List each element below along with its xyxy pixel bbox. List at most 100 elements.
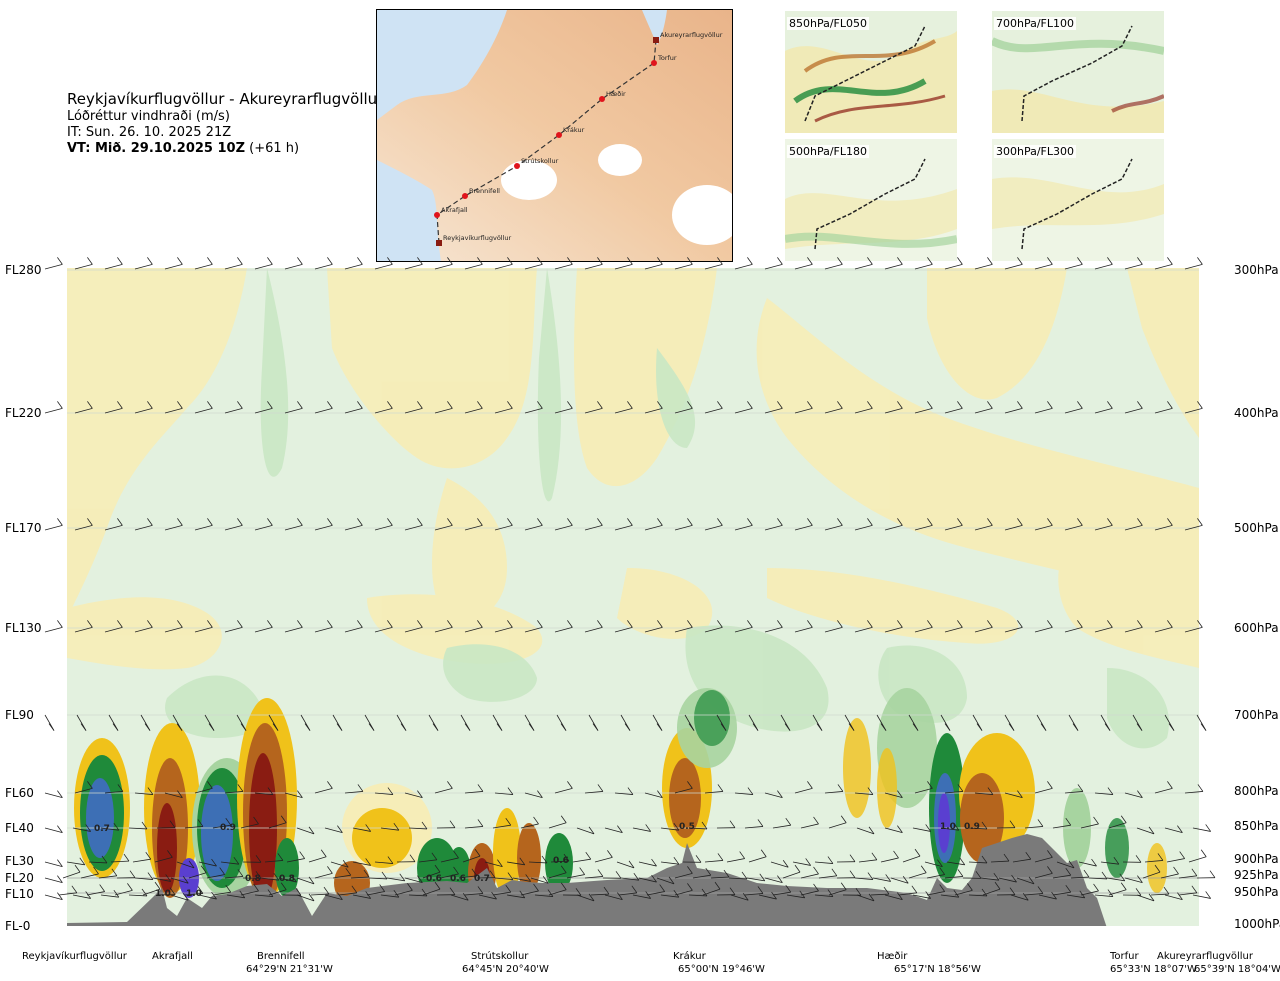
wind-barb <box>1004 257 1023 270</box>
wind-barb <box>726 851 745 863</box>
wind-barb <box>588 714 599 731</box>
wind-barb <box>554 781 573 794</box>
wind-barb <box>114 883 133 896</box>
wind-barb <box>278 874 297 883</box>
wind-barb <box>134 518 153 531</box>
wind-barb <box>704 784 724 794</box>
wind-barb <box>330 860 349 868</box>
route-waypoint-marker <box>556 132 562 138</box>
wind-barb <box>998 874 1017 883</box>
wind-barb <box>734 518 753 531</box>
wind-barb <box>1196 714 1207 731</box>
issue-time: IT: Sun. 26. 10. 2025 21Z <box>67 125 232 140</box>
wind-barb <box>912 824 931 832</box>
wind-barb <box>684 714 695 731</box>
wind-barb <box>620 714 631 731</box>
wind-barb <box>1004 518 1023 531</box>
wind-barb <box>614 401 633 414</box>
level-map-700[interactable]: 700hPa/FL100 <box>992 11 1164 133</box>
lead-time: (+61 h) <box>249 141 300 156</box>
route-title: Reykjavíkurflugvöllur - Akureyrarflugvöl… <box>67 90 384 108</box>
wind-barb <box>204 714 215 731</box>
wind-barb <box>194 620 213 633</box>
wind-barb <box>374 620 393 633</box>
wind-barb <box>436 887 456 896</box>
wind-barb <box>644 518 663 531</box>
wind-barb <box>344 257 363 270</box>
wind-barb <box>314 866 333 879</box>
wind-barb <box>132 851 152 863</box>
fl-label: FL40 <box>5 821 34 835</box>
wind-barb <box>554 518 573 531</box>
route-waypoint-label: Akrafjall <box>441 206 468 214</box>
waypoint-coord: 65°00'N 19°46'W <box>678 964 765 975</box>
wind-barb <box>1100 856 1120 865</box>
wind-barb <box>1122 855 1142 863</box>
level-map-300[interactable]: 300hPa/FL300 <box>992 139 1164 261</box>
wind-barb <box>110 853 130 863</box>
wind-barb <box>296 893 315 902</box>
wind-barb <box>494 401 513 414</box>
wind-barb <box>98 868 118 879</box>
wind-barb <box>236 714 247 731</box>
wind-barb <box>1064 784 1084 794</box>
wind-barb <box>1184 518 1203 531</box>
wind-barb <box>324 825 343 834</box>
wind-barb <box>194 518 213 531</box>
wind-barb <box>520 816 539 829</box>
wind-barb <box>1136 893 1155 902</box>
wind-barb <box>254 518 273 531</box>
wind-barb <box>602 871 622 879</box>
wind-barb <box>914 518 933 531</box>
wind-barb <box>824 401 843 414</box>
wind-barb <box>314 620 333 633</box>
wind-barb <box>134 872 154 880</box>
wind-barb <box>814 856 834 864</box>
wind-barb <box>1124 518 1143 531</box>
wind-barb <box>764 875 783 884</box>
vertical-cross-section[interactable]: 0.7 0.9 1.0 1.0 0.8 0.8 0.6 0.6 0.7 0.6 … <box>67 268 1199 926</box>
route-map[interactable]: Akureyrarflugvöllur Torfur Hæðir Krákur Strú… <box>376 9 733 262</box>
wind-barb <box>44 825 63 834</box>
fl-label: FL10 <box>5 887 34 901</box>
wind-barb <box>506 890 526 899</box>
wind-barb <box>584 257 603 270</box>
wind-barb <box>314 781 333 794</box>
wind-barb <box>682 855 702 863</box>
wind-barb <box>1144 853 1164 863</box>
pressure-label: 600hPa <box>1234 621 1279 635</box>
wind-barb <box>464 819 484 829</box>
wind-barb <box>1034 401 1053 414</box>
wind-barb <box>284 257 303 270</box>
wind-barb <box>772 884 792 896</box>
wind-barb <box>594 850 613 863</box>
glacier-langjokull <box>501 160 557 200</box>
wind-barb <box>940 822 960 831</box>
wind-barb <box>1142 864 1161 879</box>
level-map-500[interactable]: 500hPa/FL180 <box>785 139 957 261</box>
fl-label: FL90 <box>5 708 34 722</box>
wind-barb <box>254 620 273 633</box>
wind-barb <box>576 826 595 835</box>
wind-barb <box>66 857 86 866</box>
wind-barb <box>254 401 273 414</box>
wind-barb <box>884 892 903 901</box>
wind-barb <box>154 850 173 863</box>
waypoint-name: Akureyrarflugvöllur <box>1157 951 1254 962</box>
wind-barb <box>974 787 994 795</box>
level-map-850[interactable]: 850hPa/FL050 <box>785 11 957 133</box>
wind-barb <box>836 870 856 879</box>
wind-barb <box>974 257 993 270</box>
wind-barb <box>914 781 933 794</box>
wind-barb <box>794 781 813 794</box>
wind-barb <box>944 401 963 414</box>
wind-barb <box>242 871 262 879</box>
wind-barb <box>764 257 783 270</box>
wind-barb <box>704 620 723 633</box>
wind-barb <box>172 714 183 731</box>
wind-barb <box>308 849 327 863</box>
wind-barb <box>434 620 453 633</box>
wind-barb <box>344 620 363 633</box>
wind-barb <box>884 518 903 531</box>
